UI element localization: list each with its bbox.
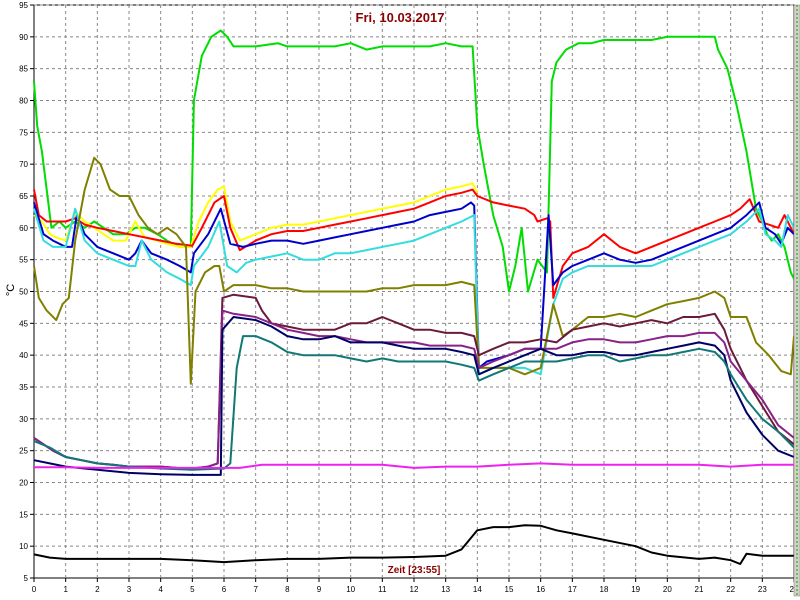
y-tick-label: 10 [19,542,28,551]
series-line-4 [33,201,795,369]
x-tick-label: 18 [600,585,609,594]
series-line-10 [33,335,795,471]
series-line-3 [33,188,795,299]
x-tick-label: 15 [505,585,514,594]
x-tick-label: 10 [346,585,355,594]
series-line-12 [33,524,794,565]
y-tick-label: 95 [19,1,28,10]
y-tick-label: 50 [19,288,28,297]
y-tick-label: 65 [19,192,28,201]
y-tick-label: 55 [19,256,28,265]
x-tick-label: 5 [190,585,195,594]
grid [34,4,794,578]
y-tick-label: 5 [24,574,29,583]
x-tick-label: 22 [726,585,735,594]
x-tick-label: 13 [441,585,450,594]
y-tick-labels: 5 10 15 20 25 30 35 40 45 50 55 60 65 70 75 80 85 90 95 [19,1,34,583]
y-tick-label: 75 [19,128,28,137]
x-tick-label: 21 [695,585,704,594]
x-tick-label: 12 [410,585,419,594]
y-tick-label: 30 [19,415,28,424]
x-tick-label: 8 [285,585,290,594]
x-tick-label: 19 [631,585,640,594]
y-tick-label: 20 [19,479,28,488]
x-tick-label: 11 [378,585,387,594]
series-line-9 [33,316,795,476]
x-tick-label: 2 [95,585,100,594]
x-tick-label: 23 [758,585,767,594]
series-lines [33,29,795,565]
y-tick-label: 25 [19,447,28,456]
x-tick-label: 6 [222,585,227,594]
series-line-8 [33,309,795,470]
y-tick-label: 60 [19,224,28,233]
series-line-11 [34,462,794,469]
x-axis-label: Zeit [23:55] [388,565,441,576]
x-tick-labels: 0123456789101112131415161718192021222324 [32,578,799,594]
series-line-5 [33,207,795,376]
y-tick-label: 90 [19,33,28,42]
series-line-6 [33,156,795,385]
x-tick-label: 17 [568,585,577,594]
y-tick-label: 45 [19,319,28,328]
x-tick-label: 20 [663,585,672,594]
y-axis-label: °C [5,284,17,296]
y-tick-label: 85 [19,65,28,74]
x-tick-label: 3 [127,585,132,594]
series-line-2 [33,182,479,248]
y-tick-label: 80 [19,97,28,106]
y-tick-label: 15 [19,510,28,519]
y-tick-label: 35 [19,383,28,392]
x-tick-label: 1 [63,585,68,594]
x-tick-label: 0 [32,585,37,594]
chart-title: Fri, 10.03.2017 [356,10,445,25]
x-tick-label: 16 [536,585,545,594]
x-tick-label: 14 [473,585,482,594]
x-tick-label: 7 [253,585,258,594]
x-tick-label: 9 [317,585,322,594]
y-tick-label: 40 [19,351,28,360]
y-tick-label: 70 [19,160,28,169]
x-tick-label: 4 [158,585,163,594]
